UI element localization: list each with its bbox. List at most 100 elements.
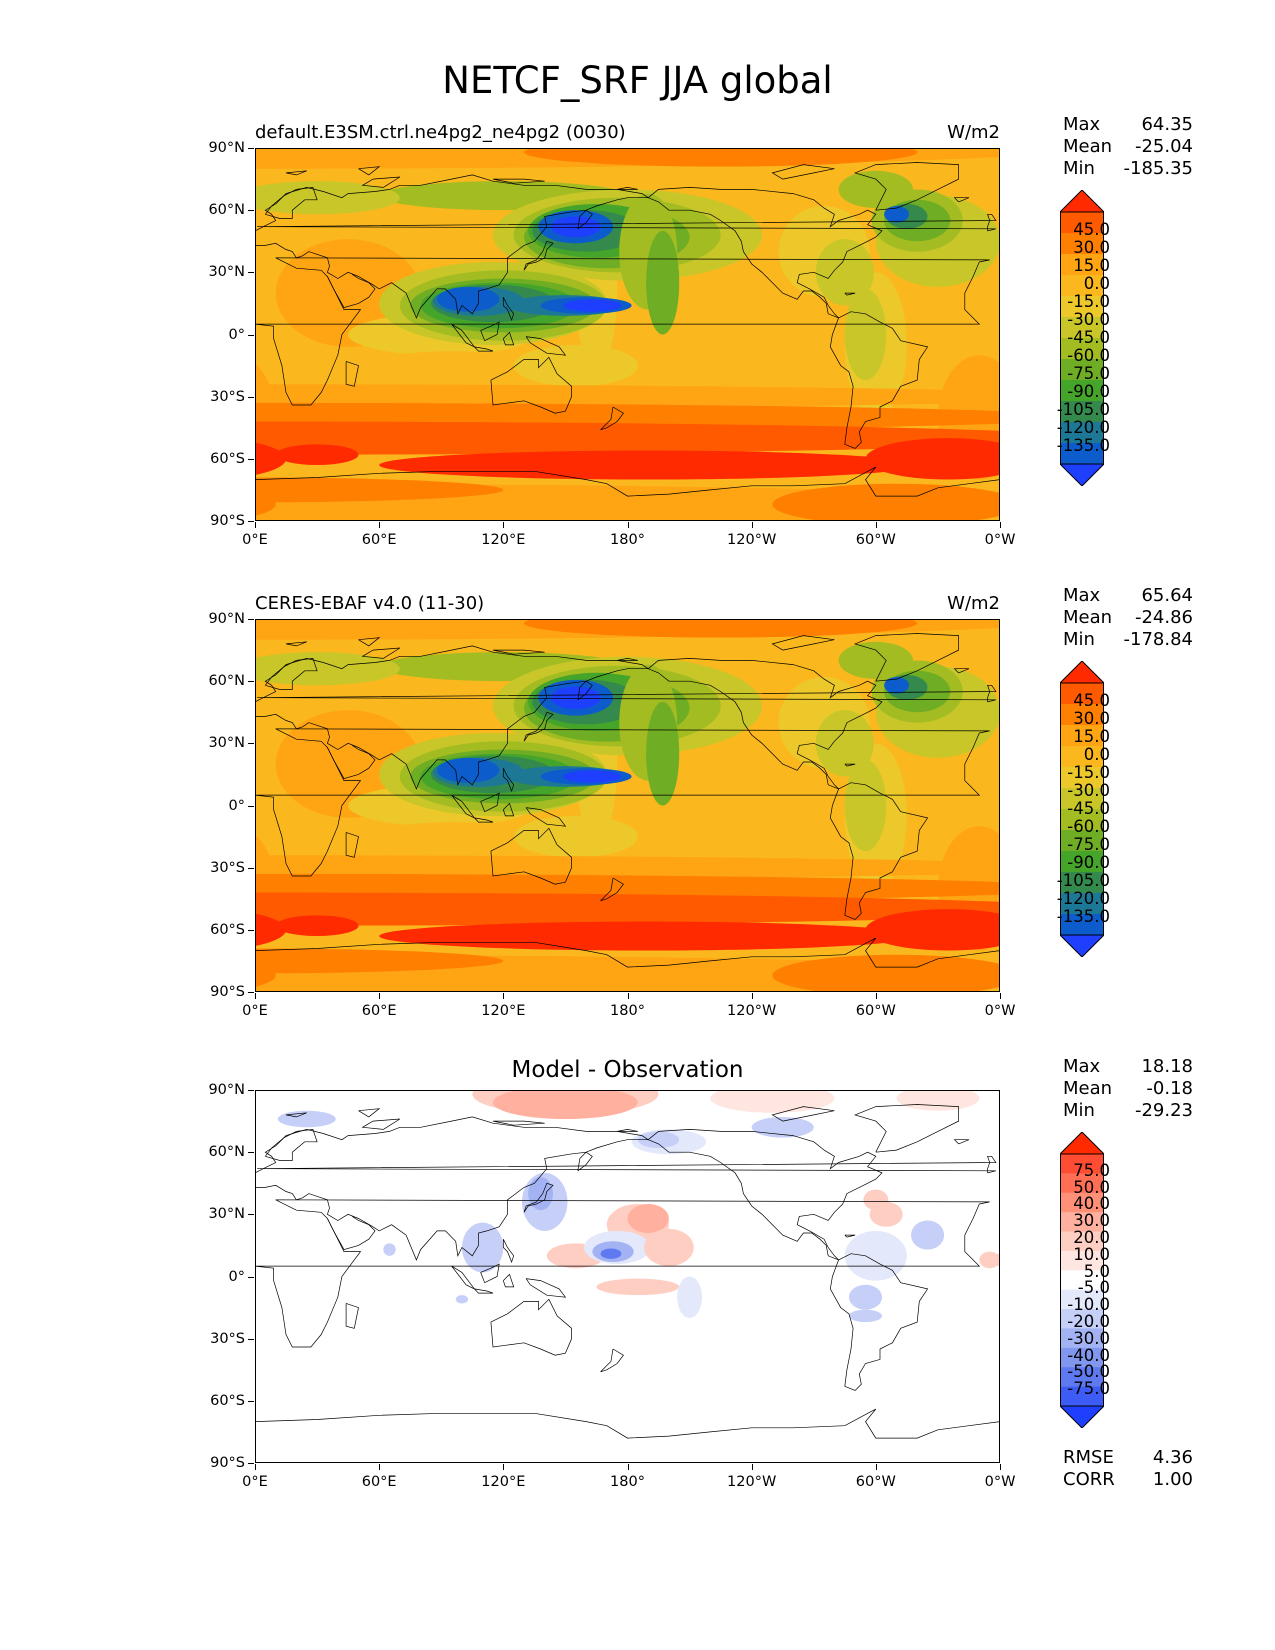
stats-box: Max 64.35 Mean -25.04 Min -185.35 — [1063, 114, 1193, 180]
stat-max: Max 64.35 — [1063, 114, 1193, 135]
x-tick-label: 0°E — [215, 1464, 295, 1490]
stats-box: Max 18.18 Mean -0.18 Min -29.23 — [1063, 1056, 1193, 1122]
stat-min: Min -29.23 — [1063, 1100, 1193, 1121]
y-tick-label: 60°N — [185, 1144, 254, 1160]
colorbar-tick-label: -135.0 — [1056, 436, 1110, 455]
colorbar-tick-label: -15.0 — [1067, 763, 1110, 782]
colorbar-tick-label: -15.0 — [1067, 292, 1110, 311]
colorbar-tick-label: -30.0 — [1067, 781, 1110, 800]
x-tick-label: 120°W — [712, 522, 792, 548]
y-tick-label: 30°S — [185, 860, 254, 876]
y-tick-label: 30°S — [185, 1331, 254, 1347]
colorbar-tick-label: -120.0 — [1056, 418, 1110, 437]
colorbar-tick-label: -90.0 — [1067, 382, 1110, 401]
colorbar-tick-label: -75.0 — [1067, 1379, 1110, 1399]
x-tick-label: 180° — [588, 1464, 668, 1490]
x-tick-label: 60°E — [339, 522, 419, 548]
x-tick-label: 0°W — [960, 1464, 1040, 1490]
y-tick-label: 90°S — [185, 984, 254, 1000]
x-tick-label: 180° — [588, 522, 668, 548]
colorbar — [1060, 661, 1104, 957]
x-tick-label: 60°E — [339, 1464, 419, 1490]
x-tick-label: 0°W — [960, 993, 1040, 1019]
panel-title: default.E3SM.ctrl.ne4pg2_ne4pg2 (0030) — [255, 122, 626, 143]
colorbar-tick-label: -5.0 — [1077, 1278, 1110, 1298]
stat-max: Max 65.64 — [1063, 585, 1193, 606]
colorbar-tick-label: 5.0 — [1083, 1261, 1110, 1281]
panel-difference: Model - Observation Max 18.18 Mean -0.18 M… — [0, 1056, 1275, 1538]
colorbar-tick-label: 30.0 — [1073, 238, 1110, 257]
y-tick-label: 60°N — [185, 202, 254, 218]
colorbar-tick-label: -105.0 — [1056, 400, 1110, 419]
colorbar-tick-label: -45.0 — [1067, 799, 1110, 818]
colorbar-tick-label: -60.0 — [1067, 346, 1110, 365]
y-tick-label: 60°S — [185, 451, 254, 467]
colorbar-tick-label: -60.0 — [1067, 817, 1110, 836]
colorbar-tick-label: -75.0 — [1067, 364, 1110, 383]
y-tick-label: 60°N — [185, 673, 254, 689]
metric-corr: CORR 1.00 — [1063, 1469, 1193, 1490]
colorbar-tick-label: 40.0 — [1073, 1194, 1110, 1214]
metrics-box: RMSE 4.36 CORR 1.00 — [1063, 1447, 1193, 1491]
colorbar-tick-label: 0.0 — [1083, 274, 1110, 293]
y-tick-label: 0° — [185, 798, 254, 814]
y-tick-label: 0° — [185, 1269, 254, 1285]
map-model — [255, 148, 1000, 521]
stat-min: Min -178.84 — [1063, 629, 1193, 650]
metric-rmse: RMSE 4.36 — [1063, 1447, 1193, 1468]
y-tick-label: 90°N — [185, 1082, 254, 1098]
x-tick-label: 120°W — [712, 993, 792, 1019]
colorbar-tick-label: 30.0 — [1073, 709, 1110, 728]
x-tick-label: 60°W — [836, 522, 916, 548]
colorbar-tick-label: 75.0 — [1073, 1160, 1110, 1180]
colorbar-tick-label: -120.0 — [1056, 889, 1110, 908]
stats-box: Max 65.64 Mean -24.86 Min -178.84 — [1063, 585, 1193, 651]
colorbar — [1060, 1132, 1104, 1428]
map-observation — [255, 619, 1000, 992]
colorbar-tick-label: 15.0 — [1073, 256, 1110, 275]
colorbar-tick-label: -30.0 — [1067, 1328, 1110, 1348]
x-tick-label: 180° — [588, 993, 668, 1019]
colorbar-tick-label: 0.0 — [1083, 745, 1110, 764]
colorbar-tick-label: 20.0 — [1073, 1228, 1110, 1247]
colorbar-tick-label: 10.0 — [1073, 1244, 1110, 1264]
y-tick-label: 60°S — [185, 1393, 254, 1409]
colorbar-tick-label: 45.0 — [1073, 220, 1110, 239]
x-tick-label: 60°W — [836, 993, 916, 1019]
panel-title: CERES-EBAF v4.0 (11-30) — [255, 593, 485, 614]
colorbar-tick-label: 30.0 — [1073, 1211, 1110, 1231]
colorbar — [1060, 190, 1104, 486]
colorbar-tick-label: -10.0 — [1067, 1295, 1110, 1315]
panel-model: default.E3SM.ctrl.ne4pg2_ne4pg2 (0030) W… — [0, 114, 1275, 596]
y-tick-label: 0° — [185, 327, 254, 343]
y-tick-label: 90°N — [185, 140, 254, 156]
colorbar-tick-label: -90.0 — [1067, 853, 1110, 872]
x-tick-label: 120°E — [463, 522, 543, 548]
colorbar-tick-label: -135.0 — [1056, 907, 1110, 926]
y-tick-label: 30°N — [185, 1206, 254, 1222]
y-tick-label: 90°N — [185, 611, 254, 627]
y-tick-label: 90°S — [185, 1455, 254, 1471]
y-tick-label: 90°S — [185, 513, 254, 529]
colorbar-tick-label: -75.0 — [1067, 835, 1110, 854]
y-tick-label: 60°S — [185, 922, 254, 938]
panel-units: W/m2 — [947, 593, 1000, 614]
map-difference — [255, 1090, 1000, 1463]
y-tick-label: 30°S — [185, 389, 254, 405]
stat-mean: Mean -24.86 — [1063, 607, 1193, 628]
colorbar-tick-label: -50.0 — [1067, 1362, 1110, 1382]
x-tick-label: 0°E — [215, 993, 295, 1019]
panel-units: W/m2 — [947, 122, 1000, 143]
y-tick-label: 30°N — [185, 735, 254, 751]
panel-observation: CERES-EBAF v4.0 (11-30) W/m2 Max 65.64 Me… — [0, 585, 1275, 1067]
y-tick-label: 30°N — [185, 264, 254, 280]
x-tick-label: 60°E — [339, 993, 419, 1019]
stat-mean: Mean -0.18 — [1063, 1078, 1193, 1099]
colorbar-tick-label: -45.0 — [1067, 328, 1110, 347]
stat-min: Min -185.35 — [1063, 158, 1193, 179]
colorbar-tick-label: 15.0 — [1073, 727, 1110, 746]
colorbar-tick-label: -20.0 — [1067, 1312, 1110, 1331]
colorbar-tick-label: -30.0 — [1067, 310, 1110, 329]
x-tick-label: 0°E — [215, 522, 295, 548]
colorbar-tick-label: 50.0 — [1073, 1177, 1110, 1197]
